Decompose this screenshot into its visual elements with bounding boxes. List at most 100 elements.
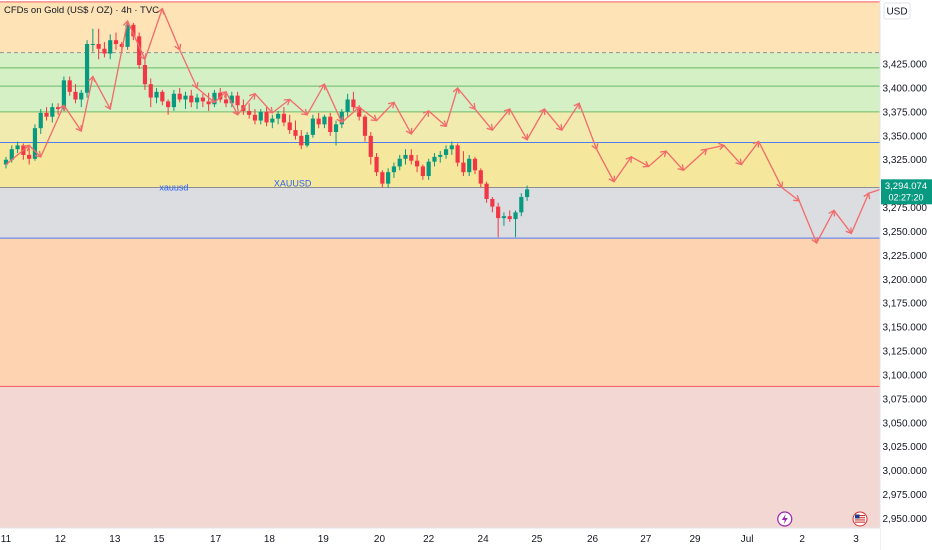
x-tick-label: 3 (853, 534, 859, 545)
y-tick-label: 3,425.000 (883, 60, 928, 71)
candle-body (223, 99, 229, 104)
y-tick-label: 3,225.000 (883, 251, 928, 262)
zigzag-arrowhead (608, 175, 616, 183)
flag-icon-stripe (855, 519, 866, 521)
candle-body (496, 206, 501, 219)
candle (194, 93, 200, 110)
candle-body (414, 160, 420, 167)
candle (368, 132, 373, 165)
zigzag-arrowhead (157, 7, 165, 15)
candle (333, 120, 339, 146)
candle-body (67, 80, 72, 92)
candle (223, 93, 229, 108)
candle-body (276, 113, 281, 119)
x-tick-label: 29 (689, 534, 701, 545)
zigzag-arrowhead (23, 144, 31, 152)
candle (270, 114, 275, 129)
candle (32, 124, 38, 161)
candle-body (357, 107, 362, 117)
candle (171, 89, 177, 111)
y-tick-label: 3,100.000 (883, 370, 928, 381)
x-tick-label: 19 (318, 534, 330, 545)
us-flag-event-icon[interactable] (852, 511, 868, 527)
x-tick-label: 24 (478, 534, 490, 545)
candle (374, 153, 379, 176)
candle-body (90, 44, 95, 45)
zigzag-arrowhead (174, 43, 182, 51)
candle-body (119, 44, 124, 47)
zigzag-arrowhead (555, 124, 563, 132)
candle-body (171, 93, 177, 108)
candle (467, 154, 472, 176)
flag-icon-circle (852, 511, 868, 527)
candle-body (322, 116, 327, 125)
candle-body (519, 197, 524, 213)
candle (484, 181, 489, 203)
candle (154, 88, 159, 104)
candle-body (9, 149, 14, 160)
candle-body (386, 172, 391, 184)
x-tick-label: 26 (587, 534, 599, 545)
currency-badge-box (883, 2, 911, 20)
candle (142, 59, 148, 90)
zone-band-2 (0, 111, 880, 143)
zigzag-arrowhead (208, 96, 216, 104)
candle (472, 156, 478, 175)
x-tick-label: 22 (423, 534, 435, 545)
candle (177, 88, 182, 103)
candle-body (391, 166, 397, 173)
zigzag-arrowhead (336, 116, 344, 124)
candle (409, 149, 414, 165)
y-tick-label: 3,050.000 (883, 418, 928, 429)
candle (403, 149, 408, 165)
candle-body (438, 154, 443, 157)
candle-body (310, 118, 315, 135)
candle (264, 107, 269, 127)
flash-event-icon[interactable] (777, 511, 793, 527)
candle (258, 109, 263, 125)
zigzag-arrowhead (776, 181, 784, 189)
zigzag-arrowhead (845, 227, 853, 235)
bar-countdown: 02:27:20 (888, 192, 923, 202)
zone-band-4 (0, 187, 880, 239)
candle (322, 114, 327, 129)
candle (328, 112, 333, 136)
candle (235, 91, 240, 110)
candle-body (328, 116, 333, 132)
y-tick-label: 3,400.000 (883, 84, 928, 95)
currency-badge[interactable]: USD (883, 2, 911, 20)
zigzag-arrowhead (422, 109, 430, 117)
candle-body (200, 97, 205, 102)
candle-body (148, 84, 153, 98)
candle (73, 84, 78, 104)
zone-band-5 (0, 238, 880, 387)
candle-body (50, 107, 55, 117)
candle (513, 210, 518, 238)
candle-body (345, 99, 350, 112)
zigzag-arrowhead (452, 86, 460, 94)
candle-body (287, 122, 292, 131)
candle-body (293, 130, 298, 136)
zone-band-3 (0, 142, 880, 188)
candle-body (507, 216, 512, 220)
x-tick-label: 12 (55, 534, 67, 545)
candle-body (96, 44, 101, 49)
y-tick-label: 3,025.000 (883, 442, 928, 453)
time-axis-panel[interactable] (0, 528, 880, 550)
candle (507, 210, 512, 222)
x-tick-label: 17 (210, 534, 222, 545)
candle-body (472, 158, 478, 171)
candle (461, 151, 466, 176)
candle-body (490, 198, 495, 207)
candle (310, 114, 315, 138)
candle-body (229, 95, 234, 104)
candle (247, 103, 252, 119)
price-zones (0, 1, 880, 528)
candle (252, 109, 258, 125)
candle-body (368, 135, 373, 157)
event-icons[interactable] (777, 511, 932, 527)
x-tick-label: 27 (640, 534, 652, 545)
candlesticks (3, 21, 530, 238)
price-axis-panel[interactable] (880, 0, 932, 550)
